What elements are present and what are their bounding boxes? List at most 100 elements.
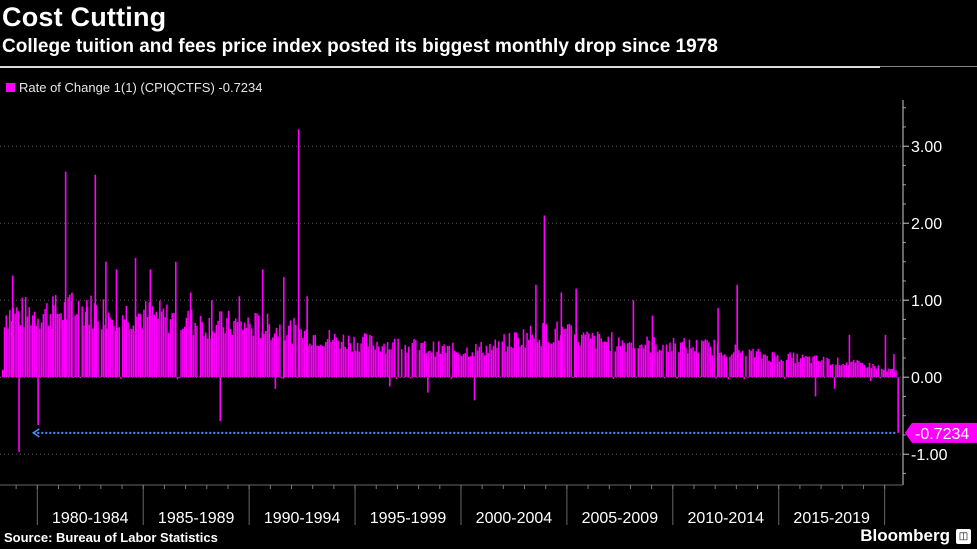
bar: [266, 313, 269, 378]
bar: [400, 349, 403, 378]
bar: [201, 322, 203, 378]
bar: [815, 355, 818, 378]
bar: [289, 320, 292, 378]
bar: [563, 329, 565, 378]
bar: [805, 356, 807, 378]
bar: [162, 308, 165, 378]
bar: [187, 310, 189, 378]
bar: [295, 324, 297, 378]
bar: [420, 342, 422, 378]
bar: [199, 316, 202, 378]
bar: [79, 377, 82, 379]
bar: [778, 361, 781, 378]
spike-bar: [388, 377, 391, 387]
bar: [381, 346, 384, 378]
bar: [573, 334, 576, 378]
bar: [607, 336, 609, 378]
spike-bar: [814, 377, 817, 397]
bar: [5, 315, 8, 378]
bar: [845, 362, 848, 378]
bar: [256, 313, 258, 378]
bar: [671, 351, 673, 378]
bar: [215, 324, 218, 378]
bar: [674, 343, 677, 378]
bar: [39, 328, 41, 378]
spike-bar: [94, 174, 97, 378]
bar: [9, 310, 11, 378]
bar: [722, 355, 724, 378]
bar: [644, 344, 647, 378]
bar: [152, 306, 154, 378]
bar: [771, 352, 774, 378]
bar: [528, 339, 530, 378]
bar: [83, 325, 85, 378]
bar: [222, 327, 225, 378]
bar: [365, 334, 368, 378]
bar: [492, 345, 495, 378]
bar: [720, 352, 722, 378]
bar: [609, 350, 611, 378]
spike-bar: [848, 334, 851, 378]
bar: [531, 334, 534, 378]
bar: [570, 325, 572, 378]
bar: [130, 328, 133, 378]
bar: [824, 377, 827, 378]
bar: [683, 338, 685, 378]
bar: [378, 346, 380, 378]
bar: [319, 344, 322, 378]
bar: [738, 349, 740, 378]
bar: [173, 312, 175, 378]
bar: [88, 324, 90, 378]
bar: [90, 295, 92, 378]
bar: [309, 343, 311, 378]
bar: [129, 329, 131, 378]
bar: [438, 341, 440, 378]
bar: [157, 318, 159, 378]
bar: [2, 369, 4, 378]
bar: [160, 311, 163, 378]
bar: [279, 324, 281, 378]
bar: [471, 352, 474, 378]
bar: [335, 337, 338, 378]
bar: [669, 342, 671, 378]
bar: [219, 311, 221, 378]
bar: [826, 357, 828, 378]
bar: [603, 341, 606, 378]
bar: [448, 346, 451, 378]
bar: [7, 328, 9, 378]
bar: [473, 356, 475, 378]
bar: [863, 364, 865, 378]
bar: [358, 351, 361, 378]
bar: [658, 349, 661, 378]
bar: [17, 311, 20, 378]
bar: [21, 297, 23, 378]
spike-bar: [283, 277, 285, 378]
bar: [263, 333, 265, 378]
bar: [379, 351, 382, 378]
bar: [626, 343, 629, 378]
bar: [460, 356, 463, 378]
bar: [367, 346, 369, 378]
bar: [663, 377, 666, 379]
bar: [596, 331, 599, 378]
bar: [676, 377, 678, 379]
spike-bar: [219, 377, 222, 422]
bar: [478, 346, 481, 378]
bar: [415, 340, 417, 378]
bar: [390, 349, 392, 378]
bar: [353, 336, 355, 378]
spike-bar: [211, 300, 213, 378]
bar: [701, 340, 703, 378]
bar: [796, 353, 798, 378]
bar: [641, 344, 643, 378]
y-tick-label: 2.00: [911, 216, 942, 233]
bar: [708, 342, 710, 378]
bar: [865, 367, 867, 378]
bar: [109, 317, 112, 378]
bar: [137, 313, 140, 378]
bar: [741, 350, 744, 378]
bar: [111, 319, 113, 378]
bar: [250, 328, 253, 378]
bar: [277, 336, 279, 378]
